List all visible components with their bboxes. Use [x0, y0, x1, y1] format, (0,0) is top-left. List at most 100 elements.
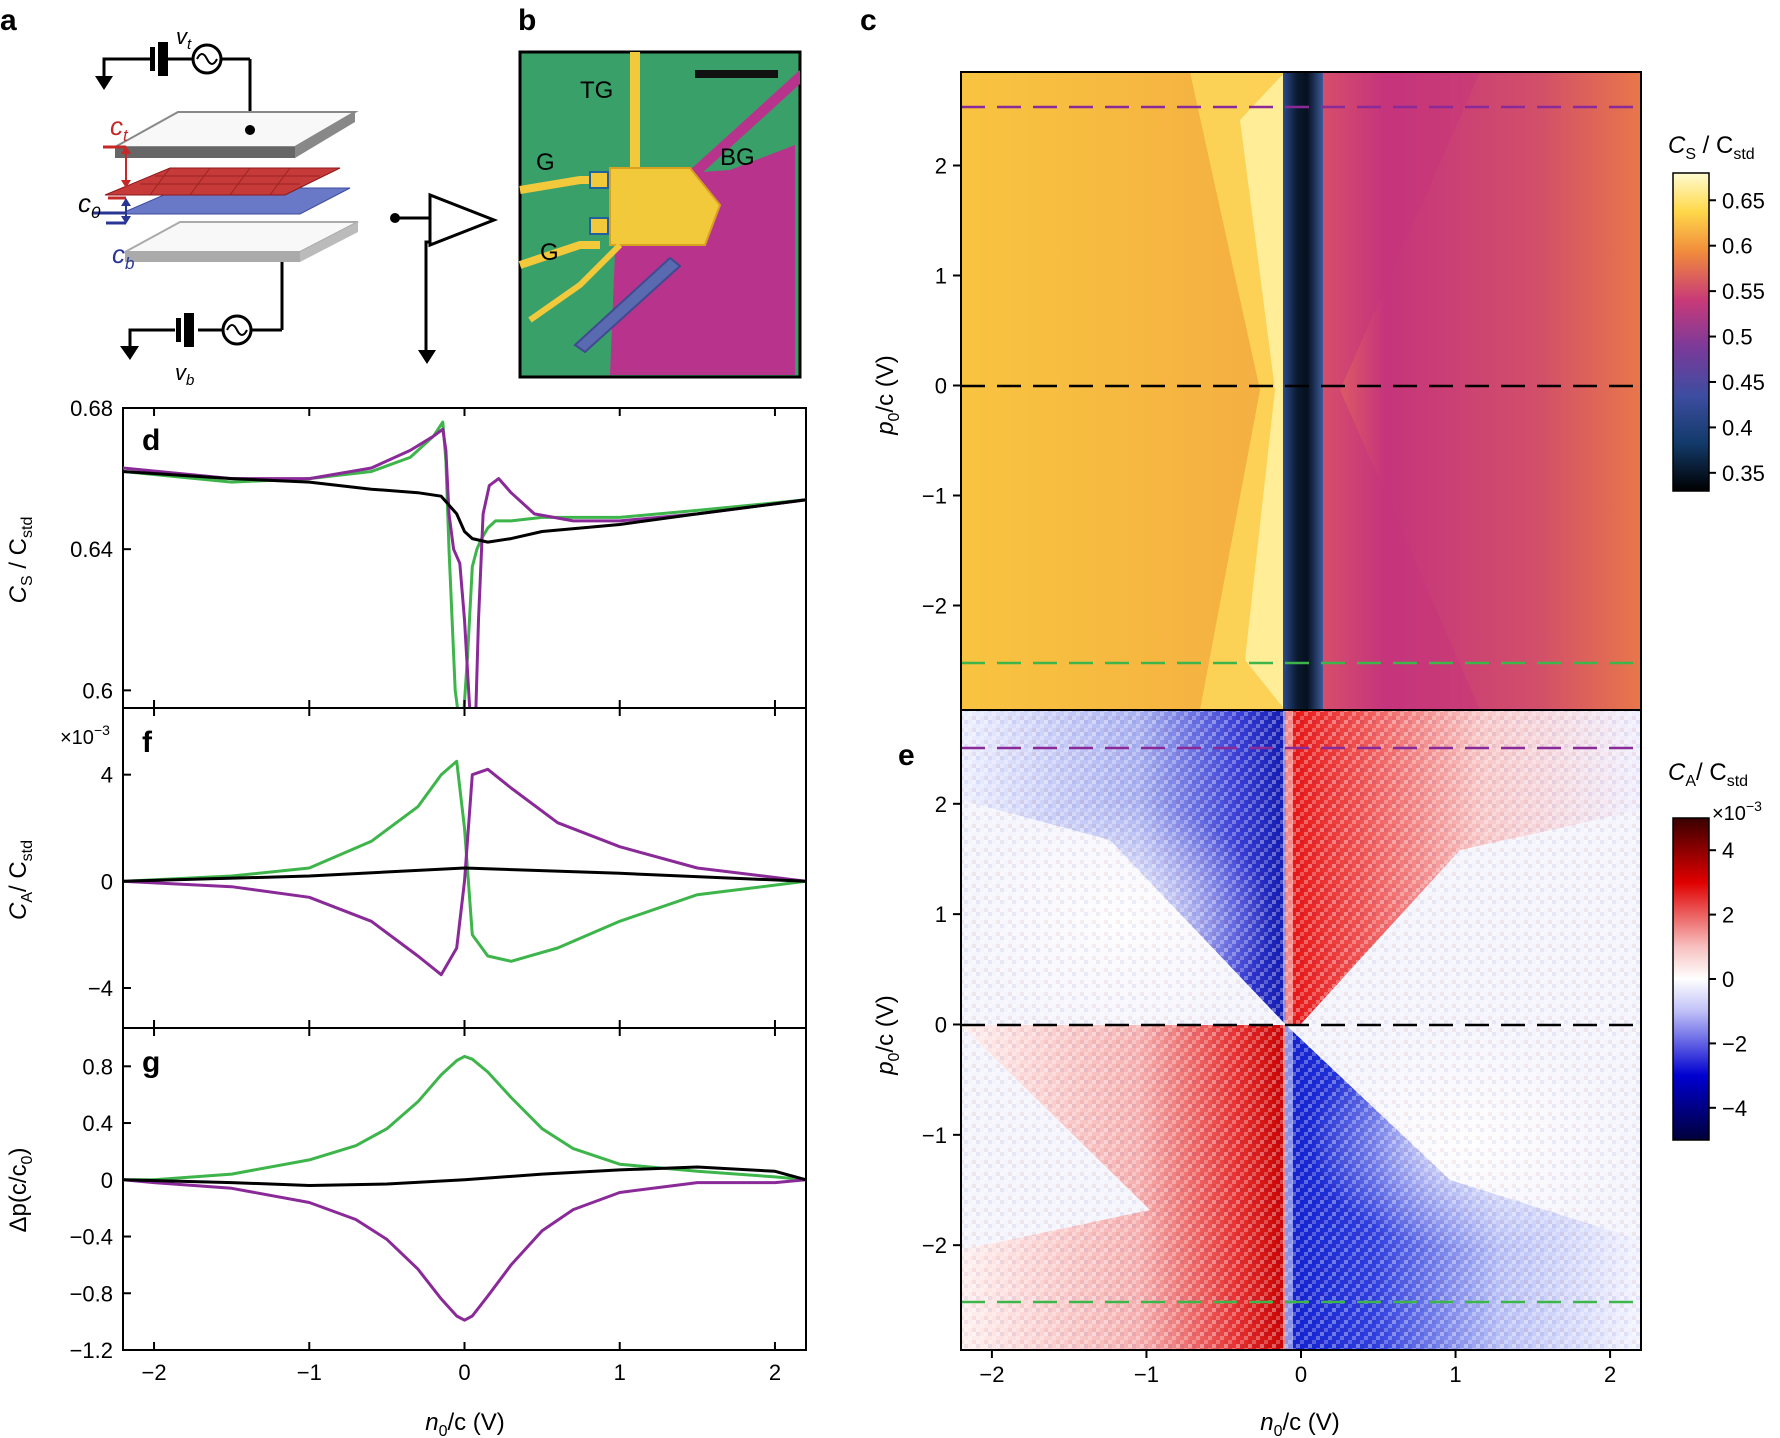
- tg-label: TG: [580, 77, 613, 104]
- colorbar-e-exponent: ×10−3: [1712, 798, 1762, 825]
- y-tick-label: 0: [101, 869, 113, 894]
- y-tick-label: 0: [935, 374, 947, 399]
- v-b-label: vb: [175, 360, 194, 389]
- y-tick-label: −1: [922, 484, 947, 509]
- panel-g: g 0.8 0.4 0 −0.4 −0.8 −1.2 Δp(c/c0) −2 −1 0 1 2 n…: [5, 1027, 807, 1438]
- g1-label: G: [536, 149, 555, 176]
- colorbar-tick-label: 2: [1722, 903, 1734, 928]
- panel-g-letter: g: [142, 1046, 160, 1079]
- colorbar-tick-label: 0.45: [1722, 370, 1765, 395]
- colorbar-e: [1672, 817, 1710, 1141]
- bottom-circuit: [128, 262, 284, 346]
- panel-b: b TG G G BG: [518, 4, 802, 379]
- y-tick-label: 0.64: [70, 537, 113, 562]
- c-0-label: c0: [78, 188, 101, 222]
- bg-label: BG: [720, 144, 755, 171]
- panel-f-exponent: ×10−3: [60, 722, 110, 749]
- x-tick-label: 0: [1295, 1362, 1307, 1387]
- ground-icon: [95, 76, 113, 90]
- y-tick-label: 0: [935, 1012, 947, 1037]
- series-line-purple: [123, 427, 806, 708]
- y-tick-label: −1: [922, 1123, 947, 1148]
- heatmap-e: [960, 709, 1642, 1351]
- colorbar-tick-label: 0: [1722, 967, 1734, 992]
- x-tick-label: −1: [297, 1360, 322, 1385]
- g2-label: G: [540, 239, 559, 266]
- ground-icon: [120, 346, 139, 360]
- panel-g-x-label: n0/c (V): [425, 1409, 505, 1438]
- panel-b-letter: b: [518, 4, 536, 37]
- x-tick-label: −2: [141, 1360, 166, 1385]
- plot-f: 4 0 −4: [88, 708, 806, 1028]
- x-tick-label: 1: [1449, 1362, 1461, 1387]
- x-tick-label: −2: [979, 1362, 1004, 1387]
- panel-g-y-label: Δp(c/c0): [5, 1148, 36, 1233]
- y-tick-label: 2: [935, 792, 947, 817]
- series-line-black: [123, 866, 806, 883]
- y-tick-label: −4: [88, 976, 113, 1001]
- c-b-label: cb: [112, 239, 134, 273]
- x-tick-label: 1: [614, 1360, 626, 1385]
- top-plate: [111, 111, 359, 158]
- panel-d: d 0.68 0.64 0.6 CS / Cstd: [5, 396, 807, 709]
- c-t-label: ct: [110, 111, 129, 145]
- plot-g: 0.8 0.4 0 −0.4 −0.8 −1.2: [70, 1028, 806, 1363]
- panel-a-letter: a: [0, 4, 17, 37]
- colorbar-tick-label: 0.4: [1722, 415, 1753, 440]
- series-line-purple: [123, 1178, 806, 1322]
- y-tick-label: 0.4: [82, 1111, 113, 1136]
- y-tick-label: 0.6: [82, 678, 113, 703]
- heatmap-c: [960, 71, 1642, 711]
- panel-f-y-label: CA/ Cstd: [5, 840, 36, 920]
- colorbar-tick-label: 0.65: [1722, 188, 1765, 213]
- y-tick-label: 1: [935, 902, 947, 927]
- series-line-purple: [123, 767, 806, 977]
- v-t-label: vt: [176, 24, 192, 53]
- colorbar-tick-label: 4: [1722, 838, 1734, 863]
- battery-icon: [176, 318, 181, 342]
- y-tick-label: 0.68: [70, 396, 113, 421]
- graphene-layers: [104, 167, 351, 215]
- colorbar-c: [1672, 172, 1710, 492]
- y-tick-label: 0.8: [82, 1054, 113, 1079]
- panel-e: e 2 1 0 −1 −2 −2 −1 0 1 2 p0/c (V) n0/c (V) CA/ …: [872, 709, 1762, 1438]
- plot-d: 0.68 0.64 0.6: [70, 396, 806, 708]
- panel-e-x-axis: −2 −1 0 1 2: [979, 1350, 1616, 1387]
- panel-e-letter: e: [898, 739, 915, 772]
- panel-g-x-axis: −2 −1 0 1 2: [141, 1360, 781, 1385]
- x-tick-label: 2: [769, 1360, 781, 1385]
- series-line-green: [123, 1054, 806, 1182]
- colorbar-tick-label: 0.55: [1722, 279, 1765, 304]
- contact-dot: [245, 125, 255, 135]
- y-tick-label: −2: [922, 1233, 947, 1258]
- colorbar-c-ticks: 0.65 0.6 0.55 0.5 0.45 0.4 0.35: [1709, 188, 1765, 486]
- sample-flake: [573, 256, 682, 354]
- colorbar-tick-label: 0.5: [1722, 325, 1753, 350]
- series-line-green: [123, 420, 806, 708]
- x-tick-label: −1: [1134, 1362, 1159, 1387]
- colorbar-e-title: CA/ Cstd: [1668, 759, 1748, 790]
- panel-c: c 2 1 0 −1 −2 p0/c (V) CS / Cstd 0.65 0.6 0.55…: [860, 4, 1765, 711]
- capacitance-markers: [92, 145, 131, 225]
- panel-d-letter: d: [142, 424, 160, 457]
- y-tick-label: 1: [935, 264, 947, 289]
- ground-icon: [418, 350, 436, 364]
- panel-f: f ×10−3 4 0 −4 CA/ Cstd: [5, 707, 807, 1029]
- panel-c-y-axis: 2 1 0 −1 −2: [922, 154, 961, 619]
- colorbar-tick-label: −4: [1722, 1096, 1747, 1121]
- y-tick-label: −2: [922, 594, 947, 619]
- x-tick-label: 2: [1604, 1362, 1616, 1387]
- colorbar-c-title: CS / Cstd: [1668, 132, 1755, 163]
- battery-icon: [150, 47, 155, 71]
- panel-e-x-label: n0/c (V): [1260, 1409, 1340, 1438]
- panel-c-y-label: p0/c (V): [872, 355, 903, 436]
- panel-f-letter: f: [142, 726, 153, 759]
- y-tick-label: 0: [101, 1168, 113, 1193]
- colorbar-e-ticks: 4 2 0 −2 −4: [1709, 838, 1747, 1121]
- y-tick-label: −0.4: [70, 1225, 113, 1250]
- scale-bar: [695, 70, 778, 78]
- panel-a: a vt: [0, 4, 499, 389]
- y-tick-label: 4: [101, 763, 113, 788]
- y-tick-label: 2: [935, 154, 947, 179]
